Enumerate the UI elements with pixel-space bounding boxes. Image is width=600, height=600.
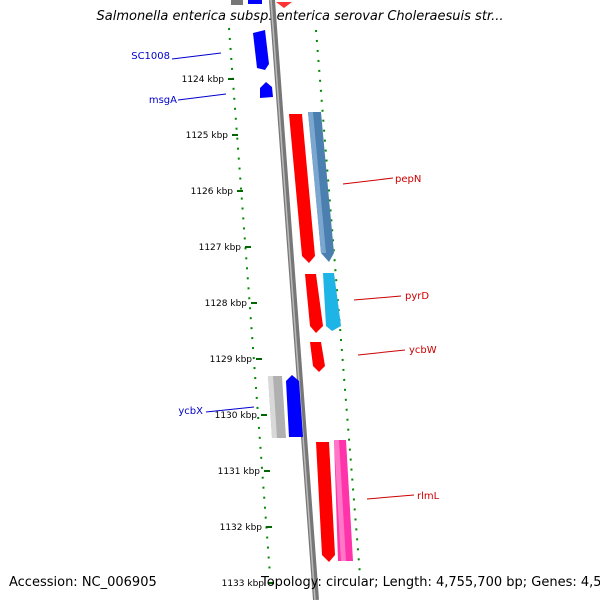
inner-dotted-track [228,27,271,576]
gene-label-rlml[interactable]: rlmL [417,491,440,502]
genome-summary-text: Topology: circular; Length: 4,755,700 bp… [261,575,600,590]
gene-sc1008-arrow[interactable] [253,30,269,70]
gene-ycbx[interactable]: ycbX [178,375,303,438]
gene-msga-arrow[interactable] [260,82,273,98]
gene-ycbw-leader [357,349,406,356]
tick-label: 1131 kbp [218,467,261,477]
gene-rlml-arrow[interactable] [316,442,335,562]
gene-label-pepn[interactable]: pepN [395,174,421,185]
gene-label-ycbw[interactable]: ycbW [409,345,437,356]
tick-label: 1126 kbp [191,187,234,197]
gene-ycbx-leader [205,406,255,413]
gene-ycbw-arrow[interactable] [310,342,325,372]
gene-msga-leader [177,93,227,101]
gene-label-ycbx[interactable]: ycbX [178,406,203,417]
tick-label: 1125 kbp [186,131,229,141]
gene-pyrd[interactable]: pyrD [305,273,429,333]
tick-label: 1127 kbp [199,243,242,253]
tick-label: 1129 kbp [210,355,253,365]
partial-feature-gray [231,0,243,5]
gene-pepn-shadow-hl [308,112,326,253]
gene-rlml-shadow-hl [334,440,346,561]
outer-dotted-track [315,29,361,576]
gene-msga[interactable]: msgA [149,82,273,106]
gene-pepn[interactable]: pepN [289,112,421,263]
accession-text: Accession: NC_006905 [9,575,157,590]
genome-backbone-highlight [270,0,316,600]
gene-pyrd-shadow [323,273,341,331]
tick-label: 1130 kbp [215,411,258,421]
gene-ycbw[interactable]: ycbW [310,342,437,372]
tick-label: 1133 kbp [222,579,265,589]
gene-label-sc1008[interactable]: SC1008 [131,51,170,62]
gene-rlml-leader [366,494,415,500]
gene-pyrd-arrow[interactable] [305,274,323,333]
tick-label: 1132 kbp [220,523,263,533]
map-title: Salmonella enterica subsp. enterica sero… [96,9,504,24]
tick-label: 1128 kbp [205,299,248,309]
partial-feature-blue [248,0,262,4]
tick-group: 1124 kbp 1125 kbp 1126 kbp 1127 kbp 1128 kbp… [182,75,274,589]
gene-ycbx-shadow-hl [268,376,277,438]
gene-rlml[interactable]: rlmL [316,440,440,562]
gene-pyrd-leader [353,295,402,301]
gene-pepn-arrow[interactable] [289,114,315,263]
gene-ycbx-arrow[interactable] [286,375,303,437]
genome-backbone [269,0,319,600]
gene-pepn-leader [342,177,394,185]
gene-sc1008-leader [171,52,222,60]
gene-label-msga[interactable]: msgA [149,95,177,106]
tick-label: 1124 kbp [182,75,225,85]
partial-feature-red [276,2,292,8]
gene-label-pyrd[interactable]: pyrD [405,291,429,302]
gene-sc1008[interactable]: SC1008 [131,30,269,70]
